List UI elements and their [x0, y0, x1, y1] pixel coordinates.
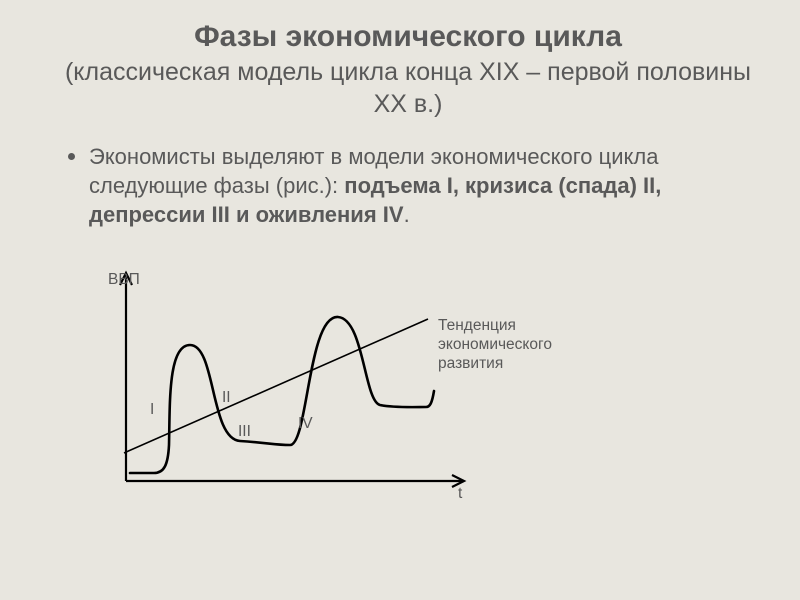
- phase-3-label: III: [238, 423, 251, 442]
- title-subtitle: (классическая модель цикла конца XIX – п…: [65, 58, 751, 118]
- chart-svg: [64, 255, 664, 515]
- trend-label: Тенденция экономического развития: [438, 317, 552, 373]
- phase-2-label: II: [222, 389, 231, 408]
- y-axis-label: ВВП: [108, 271, 140, 290]
- slide-title: Фазы экономического цикла (классическая …: [56, 18, 760, 120]
- bullet-text: Экономисты выделяют в модели экономическ…: [89, 142, 728, 229]
- x-axis-label: t: [458, 485, 462, 504]
- bullet-dot-icon: [68, 153, 75, 160]
- economic-cycle-chart: ВВП t Тенденция экономического развития …: [64, 255, 664, 515]
- body-text: Экономисты выделяют в модели экономическ…: [56, 142, 760, 515]
- bullet-item: Экономисты выделяют в модели экономическ…: [68, 142, 728, 229]
- cycle-curve: [130, 317, 434, 473]
- title-main: Фазы экономического цикла: [194, 20, 622, 53]
- phase-4-label: IV: [298, 415, 313, 434]
- phase-1-label: I: [150, 401, 154, 420]
